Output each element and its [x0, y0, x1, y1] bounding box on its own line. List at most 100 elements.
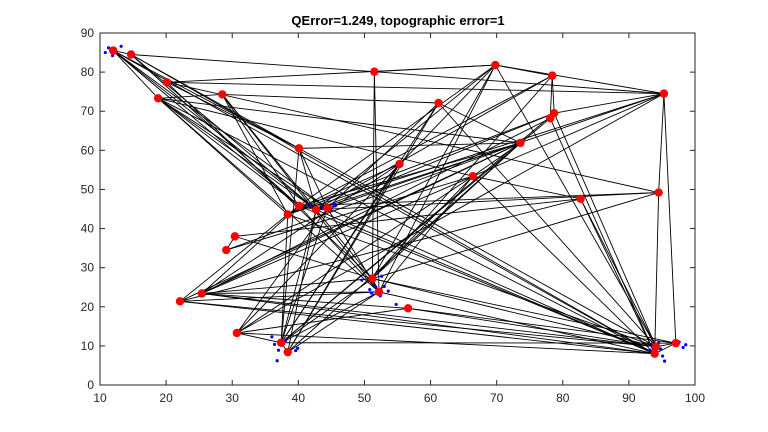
- data-point: [370, 291, 374, 295]
- neighbor-edge: [179, 291, 380, 302]
- neighbor-edge: [554, 93, 665, 114]
- neighbor-edge: [298, 148, 317, 210]
- neighbor-edge: [287, 112, 555, 215]
- data-point: [681, 345, 685, 350]
- neuron-point: [516, 138, 525, 148]
- data-point: [270, 335, 274, 339]
- neighbor-edge: [298, 205, 380, 293]
- neighbor-edge: [112, 50, 159, 99]
- neuron-point: [659, 89, 669, 98]
- neighbor-edge: [280, 214, 289, 343]
- neighbor-edge: [551, 75, 555, 114]
- x-tick-label: 40: [292, 391, 306, 405]
- neighbor-edge: [201, 293, 655, 355]
- data-point: [276, 348, 281, 352]
- neighbor-edge: [236, 207, 328, 334]
- neuron-point: [283, 210, 292, 219]
- neighbor-edge: [201, 93, 665, 294]
- neuron-point: [218, 90, 227, 99]
- data-point: [684, 343, 688, 347]
- neuron-point: [222, 245, 231, 255]
- data-point: [106, 46, 111, 50]
- neighbor-edge: [580, 198, 657, 347]
- data-point: [368, 287, 372, 292]
- neuron-point: [323, 204, 332, 213]
- neighbor-edge: [158, 97, 473, 177]
- neuron-point: [654, 188, 663, 197]
- neuron-point: [294, 144, 304, 153]
- neighbor-edge: [472, 175, 581, 200]
- neighbor-edge: [315, 209, 373, 279]
- neighbor-edge: [372, 278, 657, 348]
- data-point: [103, 50, 107, 55]
- neighbor-edge: [549, 118, 656, 354]
- neuron-point: [126, 50, 136, 59]
- neighbor-edge: [315, 75, 553, 211]
- neighbor-edge: [580, 198, 656, 354]
- neighbor-edge: [495, 64, 665, 95]
- neuron-point: [276, 338, 286, 347]
- neighbor-edge: [157, 97, 328, 209]
- neurons-layer: [109, 46, 681, 358]
- y-tick-label: 80: [81, 65, 95, 79]
- data-point: [374, 285, 378, 289]
- neighbor-edge: [472, 175, 655, 355]
- neuron-point: [374, 287, 384, 297]
- y-tick-label: 50: [81, 182, 95, 196]
- x-tick-label: 70: [490, 391, 504, 405]
- x-tick-label: 90: [622, 391, 636, 405]
- neighbor-edge: [298, 64, 496, 207]
- neuron-point: [434, 98, 443, 108]
- neighbor-edge: [298, 142, 521, 207]
- x-tick-label: 10: [93, 391, 107, 405]
- data-points-layer: [103, 44, 688, 363]
- neighbor-edge: [166, 81, 300, 149]
- x-tick-label: 50: [358, 391, 372, 405]
- neighbor-edge: [158, 93, 223, 99]
- neighbor-edge: [408, 307, 657, 348]
- data-point: [296, 346, 300, 350]
- neighbor-edge: [130, 54, 300, 207]
- neighbor-edge: [179, 142, 521, 302]
- neighbor-edge: [201, 291, 379, 294]
- neighbor-edge: [280, 291, 380, 344]
- neuron-point: [548, 71, 557, 80]
- neuron-point: [175, 297, 185, 306]
- neighbor-edge: [221, 94, 289, 215]
- y-tick-label: 60: [81, 143, 95, 157]
- neighbor-edge: [372, 192, 659, 280]
- neuron-point: [153, 94, 163, 103]
- neighbor-edge: [316, 112, 555, 211]
- neighbor-edge: [179, 214, 289, 302]
- neighbor-edge: [201, 293, 409, 309]
- data-point: [360, 278, 364, 282]
- x-axis: 10 20 30 40 50 60 70 80 90 100: [93, 33, 705, 405]
- neuron-point: [576, 194, 585, 204]
- neighbor-edge: [663, 93, 677, 344]
- y-tick-label: 0: [87, 378, 94, 392]
- y-tick-label: 90: [81, 26, 95, 40]
- data-point: [308, 205, 312, 209]
- neighbor-edge: [280, 117, 551, 344]
- neighbor-edge: [158, 97, 521, 144]
- neighbor-edge: [157, 97, 655, 355]
- neighbor-edge: [201, 278, 373, 294]
- data-point: [661, 354, 665, 358]
- neighbor-edge: [221, 94, 380, 293]
- neighbor-edge: [201, 293, 657, 348]
- neuron-point: [162, 78, 171, 87]
- data-point: [275, 359, 279, 363]
- neighbor-edge: [327, 102, 439, 209]
- neighbor-edge: [166, 81, 659, 194]
- neuron-point: [671, 338, 681, 348]
- x-tick-label: 80: [556, 391, 570, 405]
- neighbor-edge: [112, 50, 300, 207]
- x-tick-label: 30: [226, 391, 240, 405]
- neighbor-edge: [408, 307, 676, 344]
- neuron-point: [294, 201, 304, 211]
- y-tick-label: 10: [81, 339, 95, 353]
- edges-layer: [112, 50, 677, 355]
- neighbor-edge: [327, 207, 655, 355]
- neighbor-edge: [201, 205, 300, 294]
- neuron-point: [230, 232, 240, 241]
